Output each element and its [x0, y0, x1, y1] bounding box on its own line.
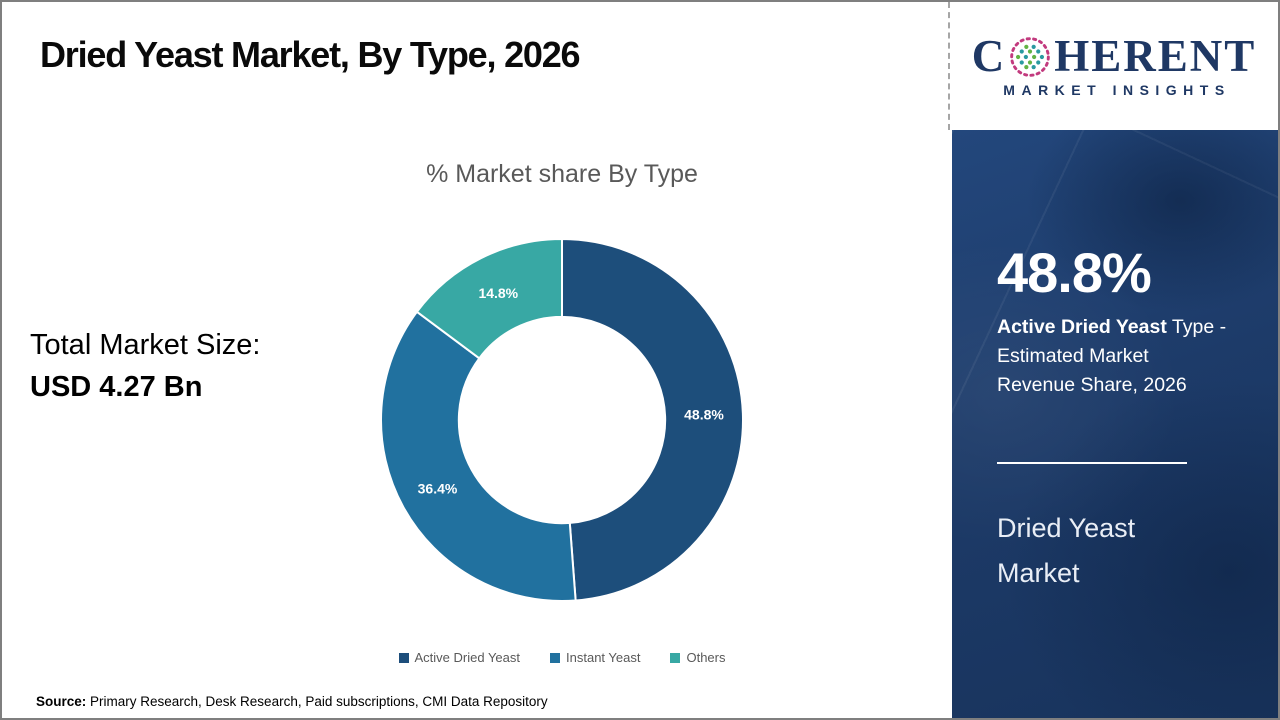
brand-wordmark: C HERENT — [972, 34, 1257, 79]
sidebar-stat-desc-rest: Type - — [1166, 316, 1227, 338]
donut-chart-svg: 48.8% 36.4% 14.8% — [380, 237, 744, 602]
sidebar-stat-desc-line2: Estimated Market — [997, 345, 1149, 367]
chart-title: % Market share By Type — [426, 160, 698, 188]
donut-slice-instant-yeast — [380, 310, 577, 602]
total-market-size: Total Market Size: USD 4.27 Bn — [30, 324, 260, 408]
legend-item: Instant Yeast — [550, 650, 640, 665]
sidebar-market-title: Dried Yeast Market — [997, 506, 1207, 596]
sidebar-divider — [997, 462, 1187, 464]
total-market-size-value: USD 4.27 Bn — [30, 371, 203, 403]
legend-item: Active Dried Yeast — [398, 650, 521, 665]
page-title: Dried Yeast Market, By Type, 2026 — [40, 34, 581, 75]
total-market-size-label: Total Market Size: — [30, 329, 261, 361]
donut-slice-others — [415, 237, 563, 360]
legend-label: Active Dried Yeast — [414, 650, 521, 665]
chart-legend: Active Dried Yeast Instant Yeast Others — [262, 650, 862, 665]
sidebar-stat-desc-bold: Active Dried Yeast — [997, 316, 1167, 338]
legend-swatch-icon — [398, 652, 409, 663]
legend-swatch-icon — [550, 652, 561, 663]
legend-swatch-icon — [670, 652, 681, 663]
legend-label: Instant Yeast — [566, 650, 641, 665]
source-text: Primary Research, Desk Research, Paid su… — [86, 694, 548, 709]
donut-slice-active-dried-yeast — [561, 237, 744, 602]
sidebar-market-title-line1: Dried Yeast — [997, 513, 1136, 543]
right-sidebar: 48.8% Active Dried Yeast Type - Estimate… — [952, 130, 1278, 718]
sidebar-stat-value: 48.8% — [997, 241, 1152, 304]
brand-prefix: C — [971, 31, 1007, 81]
sidebar-stat-desc-line3: Revenue Share, 2026 — [997, 374, 1187, 396]
slice-label: 36.4% — [418, 480, 458, 496]
dotted-globe-icon — [1010, 36, 1051, 77]
brand-suffix: HERENT — [1054, 31, 1257, 81]
brand-logo: C HERENT MARKET INSIGHTS — [948, 2, 1278, 130]
donut-chart: 48.8% 36.4% 14.8% — [372, 230, 752, 610]
source-label: Source: — [36, 694, 87, 709]
slice-label: 48.8% — [684, 407, 724, 423]
source-line: Source: Primary Research, Desk Research,… — [36, 694, 548, 709]
sidebar-content: 48.8% Active Dried Yeast Type - Estimate… — [952, 130, 1278, 596]
sidebar-market-title-line2: Market — [997, 558, 1080, 588]
legend-label: Others — [686, 650, 726, 665]
slice-label: 14.8% — [478, 285, 518, 301]
sidebar-stat-description: Active Dried Yeast Type - Estimated Mark… — [997, 313, 1248, 400]
legend-item: Others — [670, 650, 725, 665]
brand-subtitle: MARKET INSIGHTS — [1003, 82, 1231, 98]
